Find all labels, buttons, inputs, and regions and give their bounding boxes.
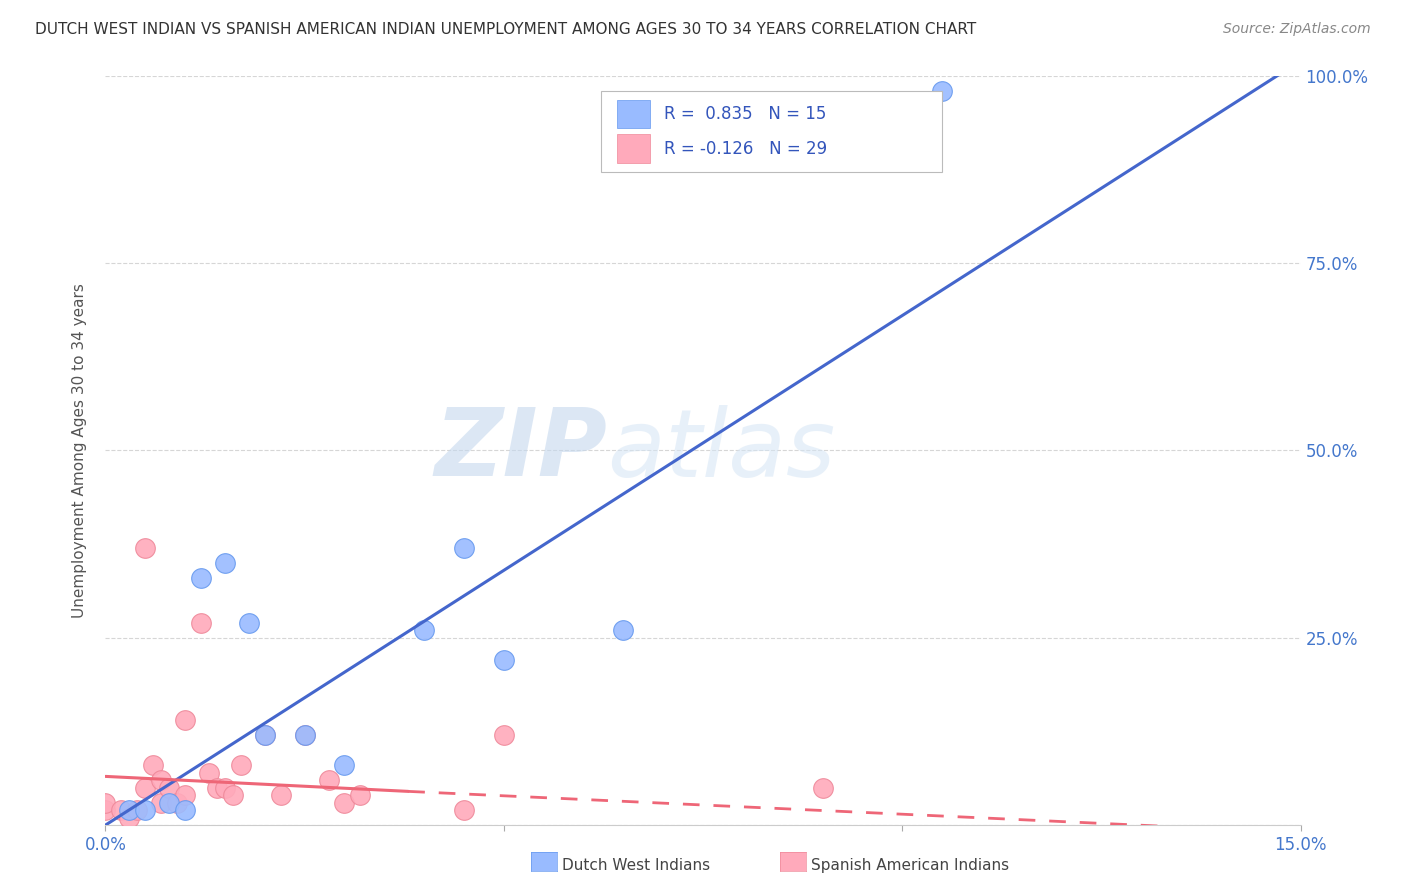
Point bbox=[318, 773, 340, 788]
Text: ZIP: ZIP bbox=[434, 404, 607, 497]
Point bbox=[333, 796, 356, 810]
Point bbox=[931, 84, 953, 98]
Point bbox=[492, 728, 515, 742]
Y-axis label: Unemployment Among Ages 30 to 34 years: Unemployment Among Ages 30 to 34 years bbox=[72, 283, 87, 618]
Point bbox=[174, 713, 197, 727]
Point bbox=[612, 624, 634, 638]
Point bbox=[270, 788, 292, 802]
Point bbox=[214, 556, 236, 570]
Point bbox=[150, 773, 173, 788]
Text: DUTCH WEST INDIAN VS SPANISH AMERICAN INDIAN UNEMPLOYMENT AMONG AGES 30 TO 34 YE: DUTCH WEST INDIAN VS SPANISH AMERICAN IN… bbox=[35, 22, 976, 37]
Point bbox=[166, 796, 188, 810]
Point bbox=[190, 571, 212, 585]
Point bbox=[198, 765, 221, 780]
Point bbox=[294, 728, 316, 742]
FancyBboxPatch shape bbox=[617, 100, 651, 128]
Point bbox=[214, 780, 236, 795]
Text: atlas: atlas bbox=[607, 405, 835, 496]
Point bbox=[94, 796, 117, 810]
Point bbox=[190, 615, 212, 630]
Text: R =  0.835   N = 15: R = 0.835 N = 15 bbox=[664, 105, 825, 123]
Point bbox=[134, 803, 156, 817]
Text: Source: ZipAtlas.com: Source: ZipAtlas.com bbox=[1223, 22, 1371, 37]
Point bbox=[349, 788, 371, 802]
Point bbox=[142, 758, 165, 772]
Point bbox=[253, 728, 276, 742]
Point bbox=[118, 811, 141, 825]
Point bbox=[453, 541, 475, 555]
Point bbox=[127, 803, 149, 817]
Point bbox=[294, 728, 316, 742]
Point bbox=[110, 803, 132, 817]
Point bbox=[238, 615, 260, 630]
Point bbox=[118, 803, 141, 817]
Point bbox=[222, 788, 245, 802]
Point bbox=[229, 758, 252, 772]
Point bbox=[205, 780, 228, 795]
Point bbox=[157, 780, 180, 795]
Text: R = -0.126   N = 29: R = -0.126 N = 29 bbox=[664, 139, 827, 158]
FancyBboxPatch shape bbox=[617, 135, 651, 162]
Point bbox=[134, 541, 156, 555]
Point bbox=[253, 728, 276, 742]
Text: Spanish American Indians: Spanish American Indians bbox=[811, 858, 1010, 872]
Point bbox=[134, 780, 156, 795]
Point bbox=[157, 796, 180, 810]
FancyBboxPatch shape bbox=[602, 91, 942, 172]
Point bbox=[174, 788, 197, 802]
Point bbox=[413, 624, 436, 638]
Text: Dutch West Indians: Dutch West Indians bbox=[562, 858, 710, 872]
Point bbox=[333, 758, 356, 772]
Point bbox=[94, 803, 117, 817]
Point bbox=[150, 796, 173, 810]
Point bbox=[492, 653, 515, 667]
Point bbox=[174, 803, 197, 817]
Point bbox=[453, 803, 475, 817]
Point bbox=[811, 780, 834, 795]
